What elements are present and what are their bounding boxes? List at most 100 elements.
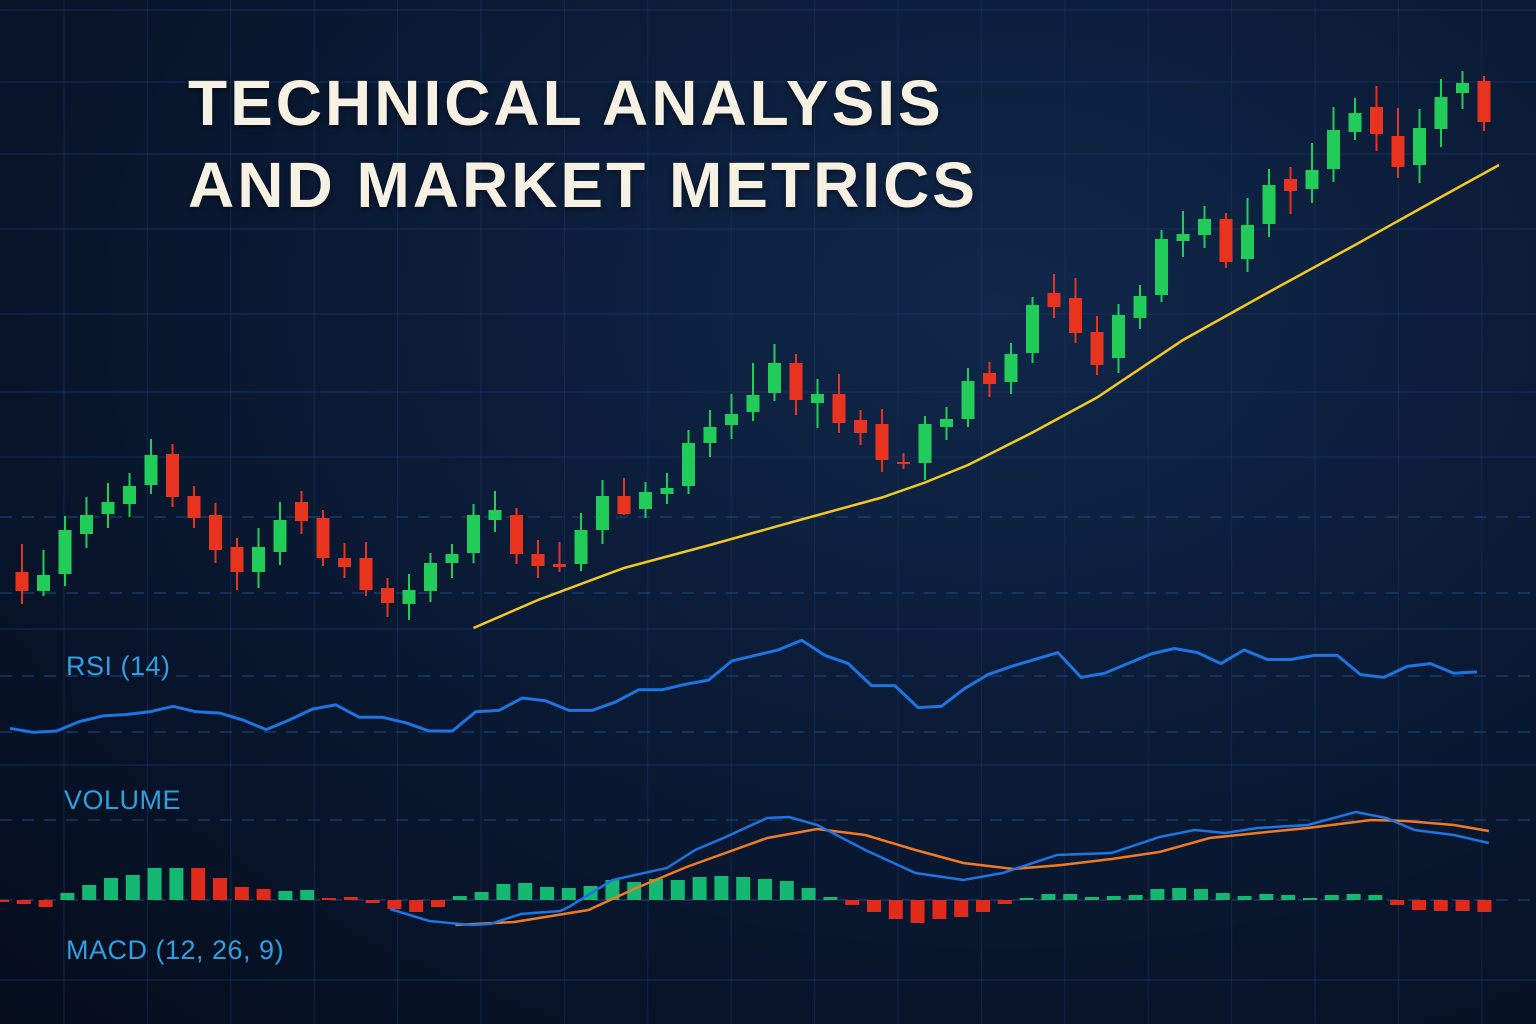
candle-body xyxy=(144,455,158,485)
macd-histogram xyxy=(0,868,1492,923)
candle-up xyxy=(725,394,738,439)
candle-up xyxy=(1434,79,1448,147)
histogram-bar xyxy=(910,900,925,923)
histogram-bar xyxy=(1346,894,1361,900)
title-line-1: TECHNICAL ANALYSIS xyxy=(188,67,944,139)
candle-body xyxy=(488,510,502,520)
candle-body xyxy=(230,547,244,572)
candle-up xyxy=(811,379,824,428)
histogram-bar xyxy=(932,900,947,919)
candle-body xyxy=(789,363,803,400)
candle-body xyxy=(1370,107,1383,134)
candle-body xyxy=(875,424,889,460)
candle-down xyxy=(510,508,523,564)
histogram-bar xyxy=(169,868,184,900)
candle-up xyxy=(1176,211,1190,257)
candle-body xyxy=(1026,305,1039,353)
macd-label: MACD (12, 26, 9) xyxy=(66,935,285,965)
candle-down xyxy=(1477,76,1491,131)
candle-body xyxy=(1004,354,1018,382)
candle-body xyxy=(467,515,480,553)
candle-down xyxy=(187,486,201,528)
histogram-bar xyxy=(997,900,1012,904)
candle-up xyxy=(1198,206,1211,248)
candle-down xyxy=(209,503,222,563)
histogram-bar xyxy=(670,880,685,900)
candle-up xyxy=(1155,230,1168,302)
candle-body xyxy=(940,419,953,427)
candle-down xyxy=(531,540,545,578)
candle-up xyxy=(1327,107,1340,182)
candle-down xyxy=(1047,274,1061,318)
candle-down xyxy=(338,543,351,578)
histogram-bar xyxy=(518,883,533,900)
volume-label: VOLUME xyxy=(64,785,182,815)
histogram-bar xyxy=(758,879,772,900)
candle-up xyxy=(424,553,437,602)
candle-body xyxy=(1348,113,1362,132)
histogram-bar xyxy=(1041,894,1056,900)
histogram-bar xyxy=(1412,900,1426,910)
histogram-bar xyxy=(1019,898,1034,900)
histogram-bar xyxy=(16,900,31,904)
candle-body xyxy=(101,502,115,514)
histogram-bar xyxy=(191,868,206,900)
candle-body xyxy=(725,414,738,425)
candle-body xyxy=(1176,234,1190,241)
candle-down xyxy=(789,354,803,415)
candle-body xyxy=(359,558,373,590)
histogram-bar xyxy=(474,892,489,900)
histogram-bar xyxy=(1368,895,1383,900)
candle-down xyxy=(316,510,330,566)
histogram-bar xyxy=(1106,896,1121,900)
candle-up xyxy=(1348,98,1362,140)
macd-signal-line xyxy=(455,818,1490,927)
candle-body xyxy=(703,427,717,443)
histogram-bar xyxy=(1259,894,1274,900)
histogram-bar xyxy=(60,893,75,900)
candle-body xyxy=(596,496,609,530)
candle-up xyxy=(467,504,480,563)
candle-down xyxy=(230,538,244,590)
candle-body xyxy=(1413,128,1426,165)
candle-down xyxy=(553,542,566,572)
histogram-bar xyxy=(1215,893,1230,900)
candle-up xyxy=(1004,343,1018,394)
histogram-bar xyxy=(409,900,424,912)
candle-up xyxy=(144,439,158,494)
histogram-bar xyxy=(692,877,707,900)
candle-up xyxy=(961,368,975,427)
histogram-bar xyxy=(1390,900,1405,905)
title-line-2: AND MARKET METRICS xyxy=(188,149,978,221)
candle-down xyxy=(875,409,889,472)
candle-up xyxy=(1262,169,1276,237)
candle-body xyxy=(660,488,674,494)
histogram-bar xyxy=(322,898,336,900)
candle-body xyxy=(209,515,222,550)
histogram-bar xyxy=(147,868,162,900)
histogram-bar xyxy=(38,900,53,907)
histogram-bar xyxy=(649,879,663,900)
candle-up xyxy=(703,410,717,457)
candle-body xyxy=(1133,296,1147,318)
histogram-bar xyxy=(976,900,990,912)
histogram-bar xyxy=(1194,889,1208,900)
candle-body xyxy=(402,590,416,604)
candle-body xyxy=(1434,97,1448,129)
candle-body xyxy=(1069,298,1082,333)
histogram-bar xyxy=(1455,900,1470,911)
candle-up xyxy=(402,574,416,620)
candle-body xyxy=(445,554,459,563)
candle-body xyxy=(918,424,932,463)
candle-body xyxy=(37,575,50,591)
histogram-bar xyxy=(1433,900,1448,911)
histogram-bar xyxy=(278,891,293,900)
candle-down xyxy=(381,578,394,617)
candle-body xyxy=(295,502,308,521)
candle-body xyxy=(854,420,867,433)
histogram-bar xyxy=(779,881,794,900)
candle-up xyxy=(639,482,652,518)
candle-body xyxy=(531,554,545,566)
histogram-bar xyxy=(496,884,511,900)
candle-body xyxy=(1284,179,1297,191)
